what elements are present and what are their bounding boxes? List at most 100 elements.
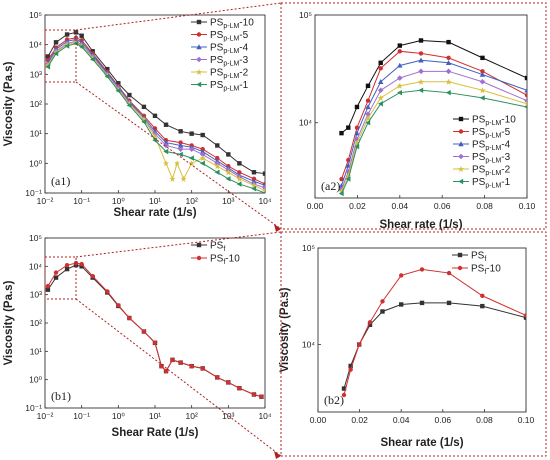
data-point bbox=[399, 273, 404, 278]
series-line bbox=[341, 39, 527, 134]
x-tick-label: 10⁰ bbox=[112, 196, 125, 206]
data-point bbox=[397, 75, 403, 81]
legend-subscript: p-LM bbox=[223, 61, 239, 68]
data-point bbox=[480, 293, 485, 298]
legend-suffix: -2 bbox=[239, 68, 248, 79]
data-point bbox=[348, 367, 353, 372]
x-tick-label: 10⁻¹ bbox=[73, 196, 90, 206]
data-point bbox=[251, 178, 257, 184]
data-point bbox=[365, 98, 371, 103]
data-point bbox=[177, 142, 184, 148]
legend-entry: PSp-LM-2 bbox=[210, 68, 249, 81]
data-point bbox=[116, 303, 121, 308]
data-point bbox=[199, 151, 206, 158]
y-axis-title: Viscosity (Pa.s) bbox=[3, 280, 15, 365]
data-point bbox=[189, 363, 194, 369]
series-line bbox=[47, 262, 262, 398]
legend-marker bbox=[458, 141, 464, 147]
data-point bbox=[367, 322, 373, 328]
series-group bbox=[45, 260, 264, 399]
data-point bbox=[200, 148, 206, 154]
data-point bbox=[524, 75, 527, 81]
legend-marker bbox=[458, 129, 464, 134]
x-axis-title: Shear rate (1/s) bbox=[379, 219, 462, 231]
legend-entry: PSp-LM-4 bbox=[210, 43, 249, 56]
data-point bbox=[354, 125, 360, 130]
y-tick-label: 10⁴ bbox=[29, 40, 42, 50]
series-line bbox=[341, 81, 527, 192]
data-point bbox=[479, 78, 486, 85]
data-point bbox=[178, 360, 183, 365]
data-point bbox=[200, 366, 205, 371]
data-point bbox=[237, 385, 242, 391]
legend-name: PS bbox=[472, 115, 486, 126]
data-point bbox=[354, 136, 360, 143]
y-tick-label: 10² bbox=[30, 318, 42, 328]
data-point bbox=[480, 69, 485, 74]
zoom-frame-b2 bbox=[280, 231, 547, 457]
legend-subscript: p-LM bbox=[485, 183, 501, 190]
legend-marker bbox=[196, 81, 202, 88]
zoom-region-a1 bbox=[44, 29, 77, 83]
data-point bbox=[163, 148, 169, 155]
data-point bbox=[479, 87, 486, 94]
data-point bbox=[237, 170, 242, 175]
data-point bbox=[418, 78, 424, 85]
data-point bbox=[345, 169, 352, 175]
data-point bbox=[418, 68, 424, 75]
y-tick-label: 10¹ bbox=[30, 129, 42, 139]
data-point bbox=[226, 380, 231, 385]
data-point bbox=[141, 104, 147, 110]
x-tick-label: 0.00 bbox=[307, 201, 324, 211]
legend-name: PS bbox=[210, 80, 224, 91]
x-tick-label: 10⁻² bbox=[37, 196, 54, 206]
data-point bbox=[214, 163, 221, 170]
data-point bbox=[199, 155, 206, 162]
data-point bbox=[524, 97, 527, 104]
y-tick-label: 10⁰ bbox=[29, 375, 42, 385]
data-point bbox=[262, 191, 265, 193]
legend-subscript: p-LM bbox=[223, 36, 239, 43]
data-point bbox=[259, 394, 264, 399]
data-point bbox=[251, 170, 257, 175]
zoom-connector bbox=[75, 2, 282, 31]
data-point bbox=[397, 89, 402, 96]
data-point bbox=[339, 130, 344, 136]
legend-entry: PSp-LM-3 bbox=[210, 55, 249, 68]
y-tick-label: 10⁵ bbox=[29, 233, 42, 243]
panel-b2: 0.00 0.02 0.04 0.06 0.08 0.10 10⁴ 10⁵ Shear rate… bbox=[279, 243, 535, 449]
data-point bbox=[397, 43, 402, 48]
data-point bbox=[480, 303, 485, 309]
data-point bbox=[64, 43, 70, 49]
x-tick-label: 10⁴ bbox=[258, 411, 271, 421]
legend-name: PS bbox=[472, 165, 486, 176]
y-tick-label: 10⁴ bbox=[29, 261, 42, 271]
legend-marker bbox=[457, 265, 463, 271]
data-point bbox=[446, 55, 451, 61]
data-point bbox=[399, 302, 404, 307]
x-tick-label: 10⁰ bbox=[112, 411, 125, 421]
legend-marker bbox=[457, 252, 463, 258]
legend-suffix: -1 bbox=[239, 80, 248, 91]
legend-name: PS bbox=[472, 127, 486, 138]
y-tick-label: 10⁵ bbox=[29, 10, 42, 20]
y-tick-label: 10³ bbox=[30, 69, 42, 79]
data-point bbox=[79, 261, 84, 267]
data-point bbox=[365, 83, 371, 89]
x-tick-label: 0.04 bbox=[392, 201, 409, 211]
data-point bbox=[141, 329, 147, 334]
data-point bbox=[180, 175, 187, 182]
data-point bbox=[79, 264, 84, 269]
data-point bbox=[445, 60, 452, 65]
series-line bbox=[343, 268, 526, 396]
legend-suffix: -4 bbox=[501, 140, 510, 151]
data-point bbox=[445, 78, 452, 85]
data-point bbox=[237, 161, 242, 166]
data-point bbox=[523, 315, 526, 320]
data-point bbox=[377, 94, 384, 101]
data-point bbox=[152, 137, 158, 143]
legend-name: PS bbox=[210, 43, 224, 54]
y-axis-title: Viscosity (Pa.s) bbox=[3, 61, 15, 146]
zoom-region-b1 bbox=[44, 256, 77, 300]
data-point bbox=[115, 88, 121, 94]
